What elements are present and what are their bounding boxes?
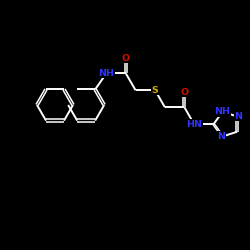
Text: N: N <box>217 132 225 141</box>
Text: O: O <box>122 54 130 63</box>
Text: NH: NH <box>98 69 114 78</box>
Text: HN: HN <box>186 120 202 128</box>
Text: N: N <box>234 112 242 121</box>
Text: O: O <box>180 88 188 97</box>
Text: S: S <box>152 86 158 95</box>
Text: NH: NH <box>214 107 230 116</box>
